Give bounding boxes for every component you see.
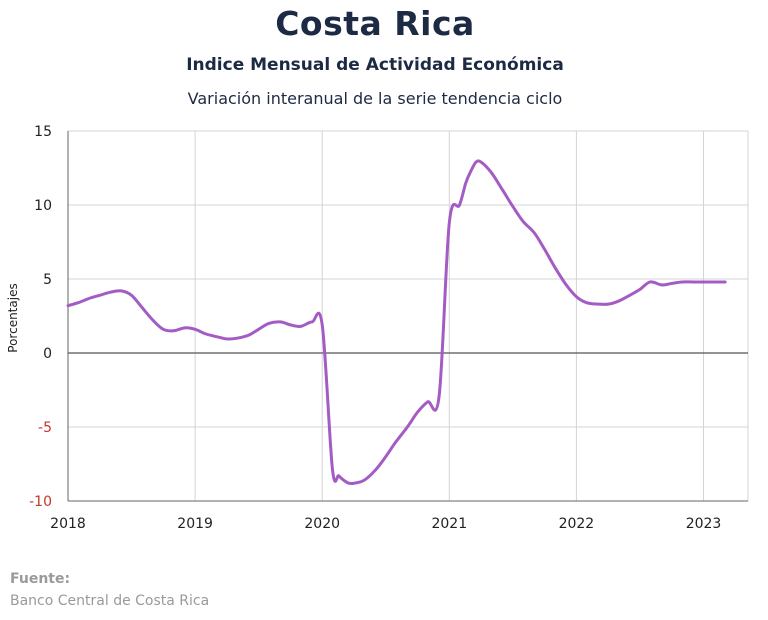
y-tick-label: -10 — [29, 494, 52, 510]
chart-title: Costa Rica — [275, 4, 475, 43]
chart-series — [66, 159, 727, 486]
series-line — [66, 159, 727, 486]
source-label: Fuente: — [10, 571, 71, 587]
x-tick-label: 2021 — [431, 516, 467, 532]
chart-subtitle: Indice Mensual de Actividad Económica — [186, 55, 564, 75]
x-tick-label: 2023 — [686, 516, 722, 532]
y-tick-label: 15 — [34, 124, 52, 140]
y-tick-label: 10 — [34, 198, 52, 214]
y-tick-label: 5 — [43, 272, 52, 288]
x-tick-label: 2020 — [304, 516, 340, 532]
chart-description: Variación interanual de la serie tendenc… — [187, 89, 563, 108]
chart-tick-labels: 15 10 5 0 -5 -10 2018 2019 2020 2021 2022 2023 — [29, 124, 721, 532]
chart-axes — [67, 131, 748, 502]
x-tick-label: 2018 — [50, 516, 86, 532]
y-tick-label: -5 — [38, 420, 52, 436]
x-tick-label: 2022 — [559, 516, 595, 532]
x-tick-label: 2019 — [177, 516, 213, 532]
source-text: Banco Central de Costa Rica — [10, 593, 210, 609]
y-axis-label: Porcentajes — [6, 283, 20, 352]
y-tick-label: 0 — [43, 346, 52, 362]
chart-grid — [68, 130, 749, 502]
